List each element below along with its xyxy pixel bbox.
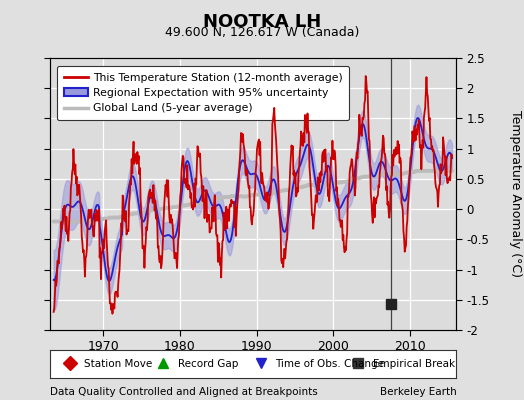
Text: Empirical Break: Empirical Break	[373, 359, 455, 369]
Y-axis label: Temperature Anomaly (°C): Temperature Anomaly (°C)	[509, 110, 522, 278]
Text: NOOTKA LH: NOOTKA LH	[203, 13, 321, 31]
Text: Station Move: Station Move	[84, 359, 152, 369]
Text: Berkeley Earth: Berkeley Earth	[380, 387, 457, 397]
Legend: This Temperature Station (12-month average), Regional Expectation with 95% uncer: This Temperature Station (12-month avera…	[57, 66, 349, 120]
Text: Data Quality Controlled and Aligned at Breakpoints: Data Quality Controlled and Aligned at B…	[50, 387, 318, 397]
Text: Record Gap: Record Gap	[178, 359, 238, 369]
Text: Time of Obs. Change: Time of Obs. Change	[275, 359, 384, 369]
Text: 49.600 N, 126.617 W (Canada): 49.600 N, 126.617 W (Canada)	[165, 26, 359, 39]
